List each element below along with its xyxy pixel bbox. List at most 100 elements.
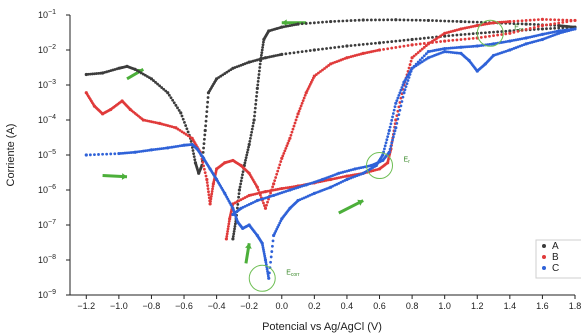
data-point xyxy=(414,37,418,41)
data-point xyxy=(524,28,528,31)
data-point xyxy=(287,139,291,143)
data-point xyxy=(263,206,268,210)
data-point xyxy=(479,36,483,39)
data-point xyxy=(571,25,575,29)
data-point xyxy=(162,146,166,150)
y-tick-label: 10−4 xyxy=(38,114,56,125)
data-point xyxy=(254,98,258,102)
data-point xyxy=(325,65,328,69)
data-point xyxy=(123,151,127,155)
data-point xyxy=(292,124,296,128)
data-point xyxy=(506,20,510,24)
data-point xyxy=(300,101,304,105)
x-tick-label: 0.4 xyxy=(341,301,354,311)
x-tick-label: 1.8 xyxy=(569,301,581,311)
data-point xyxy=(431,39,434,43)
data-point xyxy=(398,108,402,112)
data-point xyxy=(516,29,520,33)
data-point xyxy=(467,20,471,24)
data-point xyxy=(286,141,290,145)
data-point xyxy=(387,132,390,135)
data-point xyxy=(262,248,265,251)
data-point xyxy=(246,148,250,152)
data-point xyxy=(447,46,451,50)
data-point xyxy=(312,74,316,78)
data-point xyxy=(265,203,268,207)
data-point xyxy=(549,22,552,26)
data-point xyxy=(288,51,292,55)
data-point xyxy=(180,130,184,134)
data-point xyxy=(420,56,424,60)
data-point xyxy=(93,153,96,157)
data-point xyxy=(353,43,357,47)
data-point xyxy=(420,60,424,64)
data-point xyxy=(250,127,254,131)
data-point xyxy=(516,19,520,23)
data-point xyxy=(414,62,418,66)
data-point xyxy=(261,43,265,47)
data-point xyxy=(561,18,565,22)
data-point xyxy=(451,38,455,42)
data-point xyxy=(303,93,307,97)
legend-label: A xyxy=(552,241,559,252)
data-point xyxy=(244,156,248,160)
data-point xyxy=(276,225,280,229)
data-point xyxy=(312,21,316,25)
data-point xyxy=(205,177,209,182)
x-tick-label: −0.4 xyxy=(208,301,226,311)
data-point xyxy=(409,69,413,73)
data-point xyxy=(186,134,190,138)
data-point xyxy=(512,22,516,25)
data-point xyxy=(479,44,483,47)
data-point xyxy=(156,82,159,86)
data-point xyxy=(259,56,263,60)
y-axis-title: Corriente (A) xyxy=(5,124,17,187)
data-point xyxy=(484,35,487,39)
data-point xyxy=(298,107,302,110)
data-point xyxy=(127,151,131,155)
data-point xyxy=(299,104,303,108)
data-point xyxy=(202,142,206,146)
data-point xyxy=(261,243,265,247)
data-point xyxy=(309,80,313,84)
data-point xyxy=(451,19,455,23)
data-point xyxy=(300,22,304,26)
data-point xyxy=(261,246,265,249)
data-point xyxy=(208,202,212,206)
data-point xyxy=(207,193,211,197)
data-point xyxy=(262,252,266,256)
data-point xyxy=(406,18,410,22)
data-point xyxy=(443,19,447,23)
y-tick-label: 10−6 xyxy=(38,184,56,195)
data-point xyxy=(545,23,548,27)
data-point xyxy=(431,19,434,22)
data-point xyxy=(205,110,209,114)
data-point xyxy=(172,101,176,105)
data-point xyxy=(532,23,536,26)
data-point xyxy=(333,46,337,49)
data-point xyxy=(418,49,422,53)
data-point xyxy=(210,189,214,193)
data-point xyxy=(193,158,197,162)
data-point xyxy=(410,66,414,70)
data-point xyxy=(392,108,396,112)
data-point xyxy=(184,124,188,127)
data-point xyxy=(191,149,195,152)
data-point xyxy=(233,227,236,231)
data-point xyxy=(389,122,393,126)
data-point xyxy=(424,52,428,56)
data-point xyxy=(204,124,208,128)
data-point xyxy=(263,258,268,262)
data-point xyxy=(361,18,365,22)
data-point xyxy=(492,30,495,34)
data-point xyxy=(181,117,185,121)
data-point xyxy=(401,83,405,87)
data-point xyxy=(296,112,300,116)
data-point xyxy=(504,20,508,24)
data-point xyxy=(178,128,182,132)
data-point xyxy=(237,195,241,199)
data-point xyxy=(86,72,90,76)
data-point xyxy=(488,42,491,46)
data-point xyxy=(256,188,260,192)
data-point xyxy=(459,38,463,41)
